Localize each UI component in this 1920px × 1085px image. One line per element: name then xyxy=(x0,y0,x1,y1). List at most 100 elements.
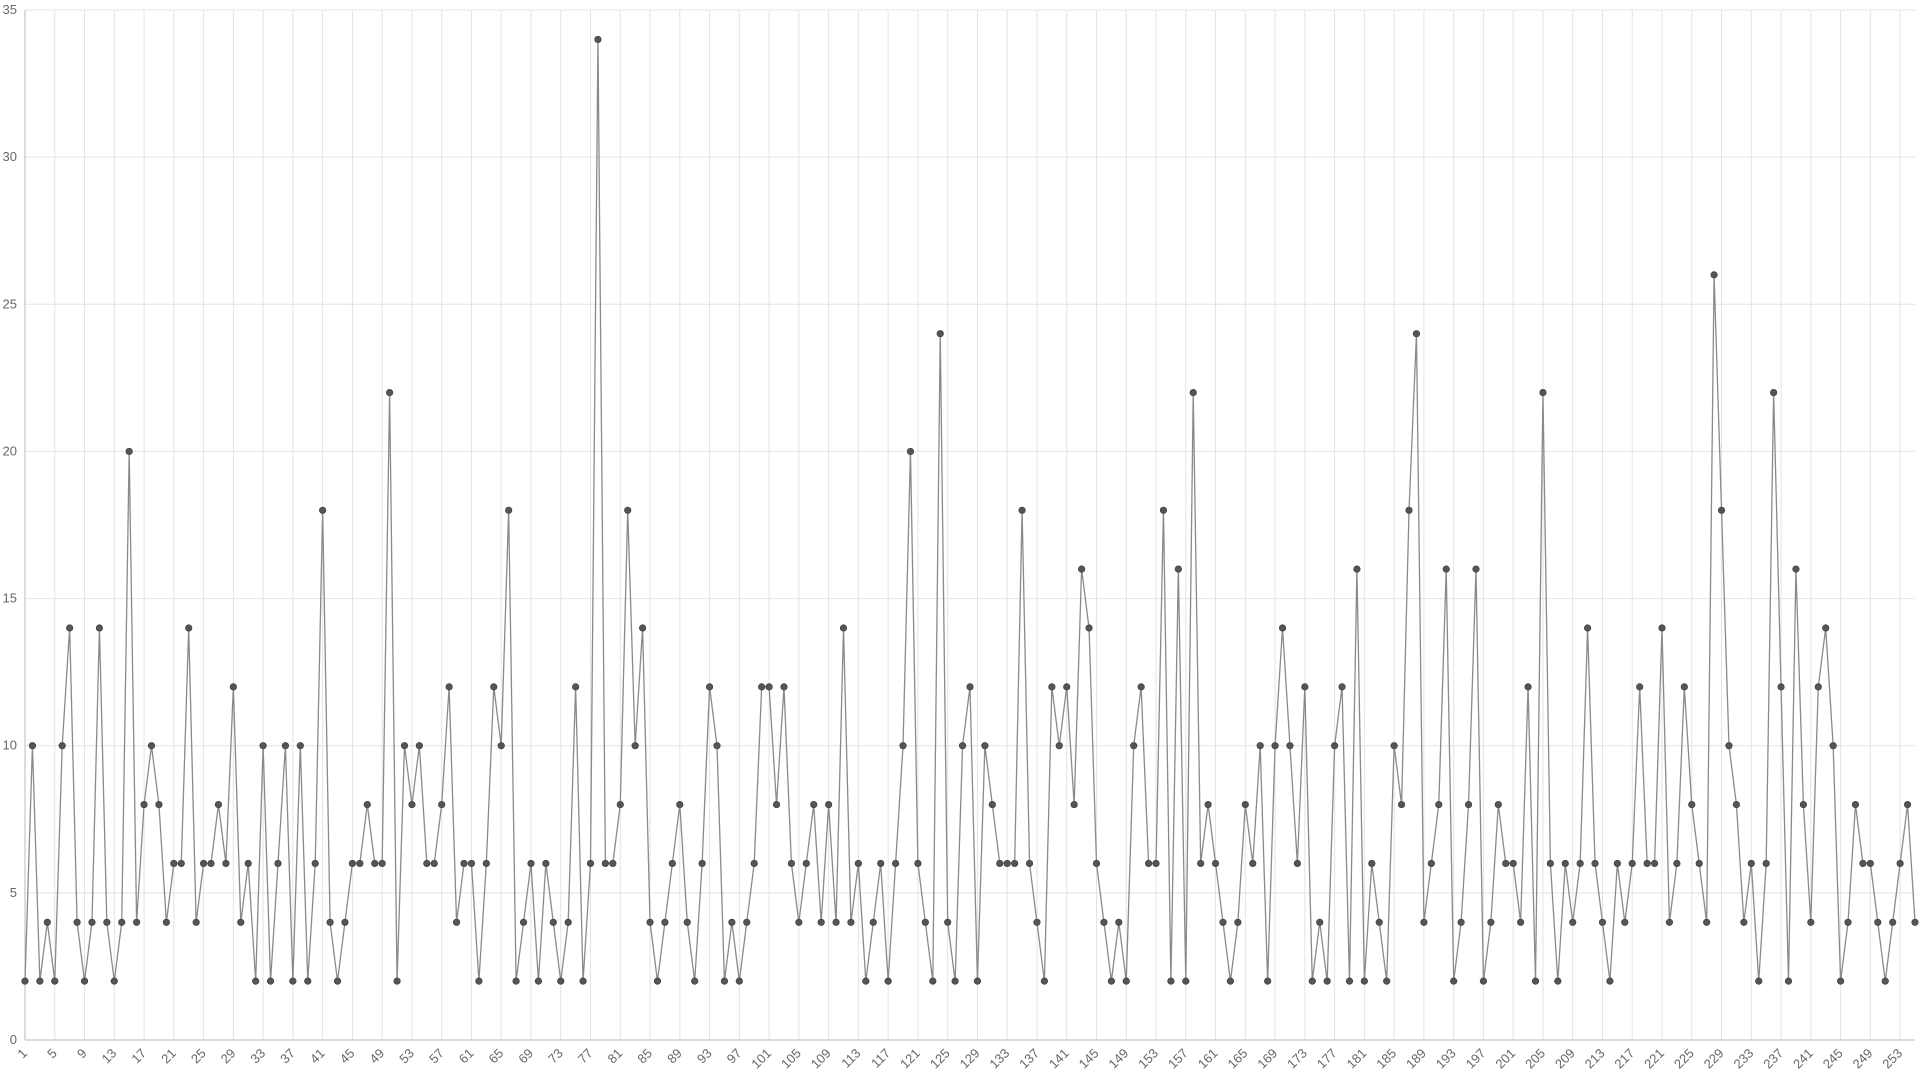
data-point[interactable] xyxy=(88,918,96,926)
data-point[interactable] xyxy=(713,742,721,750)
data-point[interactable] xyxy=(341,918,349,926)
data-point[interactable] xyxy=(579,977,587,985)
data-point[interactable] xyxy=(497,742,505,750)
data-point[interactable] xyxy=(795,918,803,926)
data-point[interactable] xyxy=(66,624,74,632)
data-point[interactable] xyxy=(490,683,498,691)
data-point[interactable] xyxy=(1881,977,1889,985)
data-point[interactable] xyxy=(1301,683,1309,691)
data-point[interactable] xyxy=(1531,977,1540,985)
data-point[interactable] xyxy=(415,742,423,750)
data-point[interactable] xyxy=(750,859,758,868)
data-point[interactable] xyxy=(646,918,654,926)
data-point[interactable] xyxy=(393,977,401,985)
data-point[interactable] xyxy=(854,859,862,868)
data-point[interactable] xyxy=(1569,918,1577,926)
data-point[interactable] xyxy=(36,977,44,985)
data-point[interactable] xyxy=(1152,859,1160,868)
data-point[interactable] xyxy=(1070,800,1078,809)
data-point[interactable] xyxy=(408,800,416,809)
data-point[interactable] xyxy=(1122,977,1130,985)
data-point[interactable] xyxy=(1174,565,1182,573)
data-point[interactable] xyxy=(1100,918,1108,926)
data-point[interactable] xyxy=(1844,918,1852,926)
data-point[interactable] xyxy=(1316,918,1324,926)
data-point[interactable] xyxy=(177,859,185,868)
data-point[interactable] xyxy=(527,859,535,868)
data-point[interactable] xyxy=(572,683,580,691)
data-point[interactable] xyxy=(929,977,937,985)
data-point[interactable] xyxy=(1524,683,1532,691)
data-point[interactable] xyxy=(1011,859,1019,868)
data-point[interactable] xyxy=(1063,683,1071,691)
data-point[interactable] xyxy=(810,800,818,809)
data-point[interactable] xyxy=(557,977,565,985)
data-point[interactable] xyxy=(1464,800,1473,809)
data-point[interactable] xyxy=(1189,388,1197,397)
data-point[interactable] xyxy=(371,859,379,868)
data-point[interactable] xyxy=(326,918,334,926)
data-point[interactable] xyxy=(162,918,170,926)
data-point[interactable] xyxy=(1703,918,1711,926)
data-point[interactable] xyxy=(80,977,89,985)
data-point[interactable] xyxy=(1241,800,1249,809)
data-point[interactable] xyxy=(1353,565,1361,573)
data-point[interactable] xyxy=(378,859,386,868)
data-point[interactable] xyxy=(601,859,609,868)
data-point[interactable] xyxy=(787,859,796,868)
data-point[interactable] xyxy=(542,859,550,868)
data-point[interactable] xyxy=(281,742,290,750)
data-point[interactable] xyxy=(252,977,260,985)
data-point[interactable] xyxy=(1762,859,1770,868)
data-point[interactable] xyxy=(430,859,438,868)
data-point[interactable] xyxy=(1554,977,1562,985)
data-point[interactable] xyxy=(1658,624,1666,632)
data-point[interactable] xyxy=(1874,918,1882,926)
data-point[interactable] xyxy=(512,977,520,985)
data-point[interactable] xyxy=(1286,742,1294,750)
data-point[interactable] xyxy=(1375,918,1383,926)
data-point[interactable] xyxy=(869,918,877,926)
data-point[interactable] xyxy=(1457,918,1465,926)
data-point[interactable] xyxy=(877,859,885,868)
data-point[interactable] xyxy=(780,683,788,691)
data-point[interactable] xyxy=(973,977,982,985)
data-point[interactable] xyxy=(222,859,230,868)
data-point[interactable] xyxy=(728,918,736,926)
data-point[interactable] xyxy=(1688,800,1696,809)
data-point[interactable] xyxy=(884,977,892,985)
data-point[interactable] xyxy=(1502,859,1510,868)
data-point[interactable] xyxy=(229,683,237,691)
data-point[interactable] xyxy=(1829,742,1837,750)
data-point[interactable] xyxy=(1107,977,1115,985)
data-point[interactable] xyxy=(1792,565,1800,573)
data-point[interactable] xyxy=(519,918,528,926)
data-point[interactable] xyxy=(1293,859,1302,868)
data-point[interactable] xyxy=(817,918,825,926)
data-point[interactable] xyxy=(839,624,848,632)
data-point[interactable] xyxy=(1822,624,1830,632)
data-point[interactable] xyxy=(1584,624,1592,632)
data-point[interactable] xyxy=(1717,506,1726,514)
data-point[interactable] xyxy=(1271,742,1279,750)
data-point[interactable] xyxy=(951,977,959,985)
data-point[interactable] xyxy=(1710,271,1718,279)
data-point[interactable] xyxy=(1755,977,1763,985)
data-point[interactable] xyxy=(847,918,855,926)
data-point[interactable] xyxy=(214,800,223,809)
data-point[interactable] xyxy=(1509,859,1517,868)
data-point[interactable] xyxy=(653,977,662,985)
data-point[interactable] xyxy=(192,918,200,926)
data-point[interactable] xyxy=(1159,506,1168,514)
data-point[interactable] xyxy=(862,977,870,985)
data-point[interactable] xyxy=(765,683,773,691)
data-point[interactable] xyxy=(185,624,193,632)
data-point[interactable] xyxy=(899,742,907,750)
data-point[interactable] xyxy=(1494,800,1502,809)
data-point[interactable] xyxy=(921,918,929,926)
data-point[interactable] xyxy=(1390,742,1398,750)
data-point[interactable] xyxy=(1487,918,1495,926)
data-point[interactable] xyxy=(1182,977,1190,985)
data-point[interactable] xyxy=(988,800,996,809)
data-point[interactable] xyxy=(586,859,595,868)
